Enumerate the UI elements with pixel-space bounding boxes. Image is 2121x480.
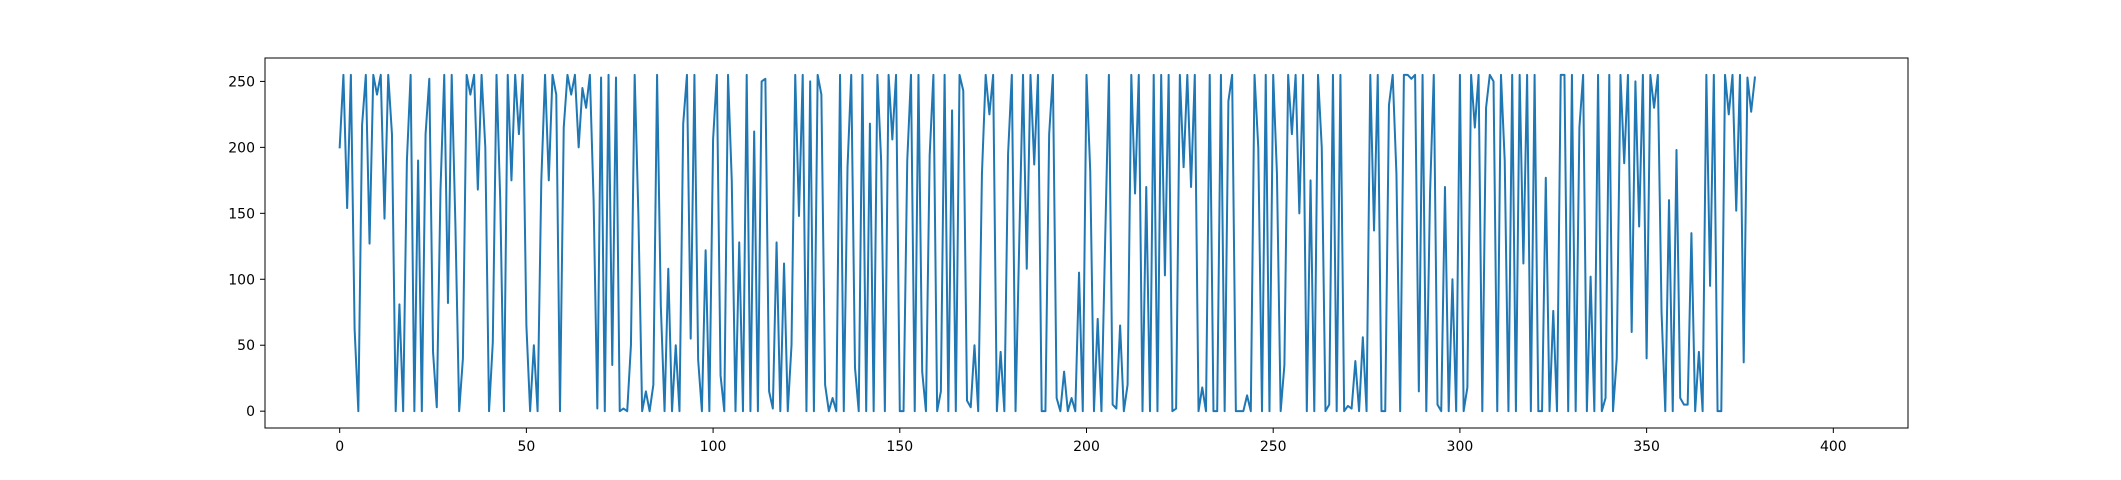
plot-frame: [264, 57, 1909, 429]
x-tick-label: 350: [1633, 439, 1660, 455]
y-tick-label: 250: [228, 74, 255, 90]
x-tick-label: 250: [1260, 439, 1287, 455]
series-line: [338, 73, 1757, 413]
y-tick-label: 200: [228, 140, 255, 156]
x-tick-label: 300: [1447, 439, 1474, 455]
x-tick-label: 0: [335, 439, 344, 455]
y-tick-label: 100: [228, 272, 255, 288]
axes-layer: 0 50 100 150 200 250 300 350 400 0 50 100 150 200 250: [228, 74, 1846, 455]
y-tick-label: 50: [237, 338, 255, 354]
x-tick-label: 400: [1820, 439, 1847, 455]
x-tick-label: 50: [517, 439, 535, 455]
x-tick-label: 150: [886, 439, 913, 455]
series-layer: [338, 73, 1757, 413]
y-tick-label: 0: [246, 404, 255, 420]
x-tick-label: 200: [1073, 439, 1100, 455]
x-tick-label: 100: [700, 439, 727, 455]
y-tick-label: 150: [228, 206, 255, 222]
